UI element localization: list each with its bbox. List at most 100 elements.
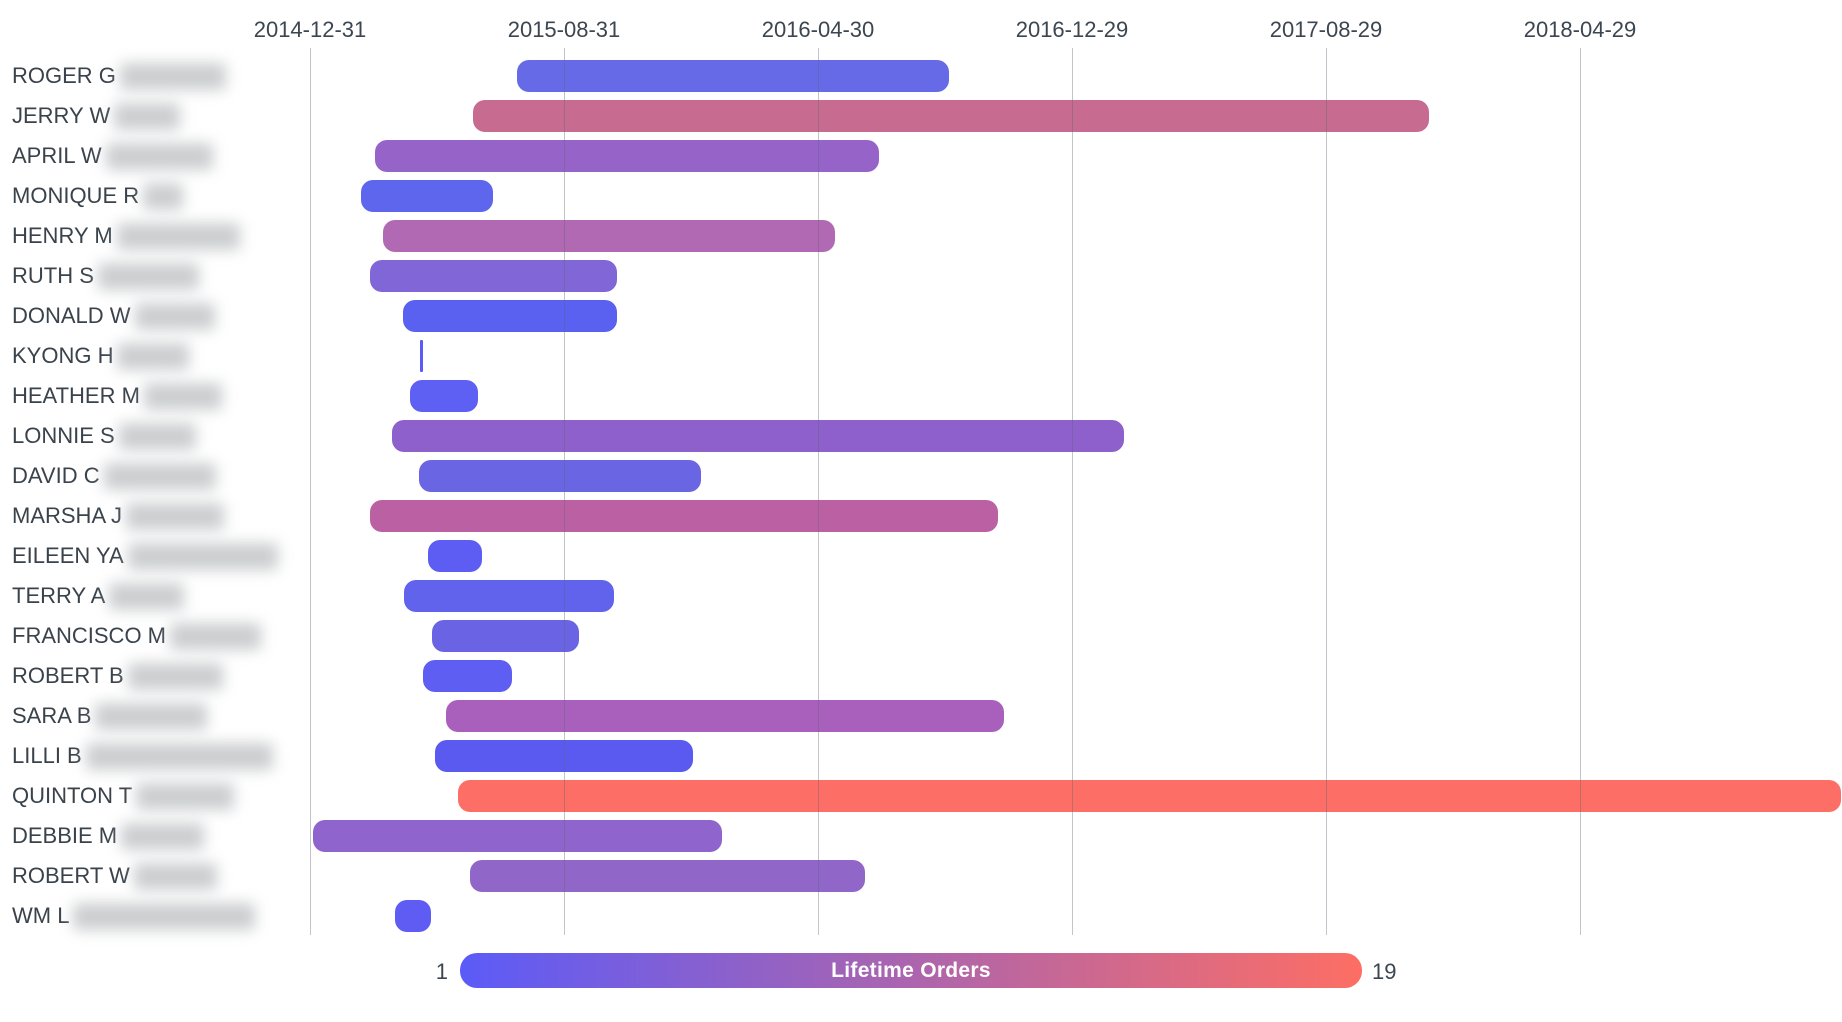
redacted-name-blur — [126, 502, 225, 530]
timeline-bar-april-w[interactable] — [374, 140, 879, 172]
customer-name-visible: FRANCISCO M — [12, 623, 166, 648]
customer-name-visible: DAVID C — [12, 463, 100, 488]
timeline-bar-wm-l[interactable] — [394, 900, 432, 932]
redacted-name-blur — [97, 262, 199, 290]
timeline-bar-robert-w[interactable] — [469, 860, 866, 892]
row-label-roger-g: ROGER G — [12, 61, 226, 91]
row-label-debbie-m: DEBBIE M — [12, 821, 205, 851]
customer-name-visible: ROGER G — [12, 63, 116, 88]
redacted-name-blur — [143, 182, 184, 210]
row-label-francisco-m: FRANCISCO M — [12, 621, 261, 651]
customer-name-visible: HEATHER M — [12, 383, 140, 408]
timeline-bar-eileen-ya[interactable] — [428, 540, 483, 572]
redacted-name-blur — [170, 622, 261, 650]
gridline — [817, 48, 819, 935]
row-label-terry-a: TERRY A — [12, 581, 185, 611]
redacted-name-blur — [121, 822, 205, 850]
x-axis-tick-label: 2018-04-29 — [1523, 17, 1637, 42]
row-label-robert-b: ROBERT B — [12, 661, 223, 691]
customer-name-visible: ROBERT B — [12, 663, 124, 688]
customer-name-visible: DONALD W — [12, 303, 131, 328]
gridline — [1325, 48, 1327, 935]
gridline — [1071, 48, 1073, 935]
redacted-name-blur — [134, 302, 215, 330]
timeline-bar-ruth-s[interactable] — [369, 260, 618, 292]
customer-name-visible: RUTH S — [12, 263, 94, 288]
x-axis-tick-label: 2016-04-30 — [761, 17, 875, 42]
x-axis-tick-label: 2015-08-31 — [507, 17, 621, 42]
gridline — [309, 48, 311, 935]
timeline-bar-roger-g[interactable] — [516, 60, 949, 92]
row-label-kyong-h: KYONG H — [12, 341, 190, 371]
timeline-bar-terry-a[interactable] — [404, 580, 615, 612]
timeline-bar-kyong-h[interactable] — [419, 340, 423, 372]
row-label-jerry-w: JERRY W — [12, 101, 181, 131]
customer-name-visible: TERRY A — [12, 583, 106, 608]
customer-name-visible: JERRY W — [12, 103, 111, 128]
timeline-bar-lonnie-s[interactable] — [391, 420, 1125, 452]
timeline-bar-monique-r[interactable] — [361, 180, 493, 212]
row-label-david-c: DAVID C — [12, 461, 216, 491]
gridline — [1579, 48, 1581, 935]
legend-max-label: 19 — [1372, 959, 1397, 984]
redacted-name-blur — [114, 102, 181, 130]
customer-name-visible: EILEEN YA — [12, 543, 124, 568]
customer-name-visible: MONIQUE R — [12, 183, 140, 208]
timeline-bar-debbie-m[interactable] — [313, 820, 722, 852]
timeline-bar-sara-b[interactable] — [445, 700, 1005, 732]
row-label-robert-w: ROBERT W — [12, 861, 217, 891]
timeline-bar-donald-w[interactable] — [403, 300, 618, 332]
legend-min-label: 1 — [435, 959, 448, 984]
row-label-donald-w: DONALD W — [12, 301, 215, 331]
x-axis-tick-label: 2016-12-29 — [1015, 17, 1129, 42]
customer-name-visible: WM L — [12, 903, 70, 928]
redacted-name-blur — [127, 662, 223, 690]
timeline-bar-marsha-j[interactable] — [369, 500, 998, 532]
x-axis-tick-label: 2017-08-29 — [1269, 17, 1383, 42]
timeline-bar-jerry-w[interactable] — [473, 100, 1430, 132]
redacted-name-blur — [136, 782, 235, 810]
row-label-quinton-t: QUINTON T — [12, 781, 235, 811]
customer-name-visible: SARA B — [12, 703, 92, 728]
redacted-name-blur — [127, 542, 278, 570]
redacted-name-blur — [85, 742, 273, 770]
redacted-name-blur — [118, 422, 196, 450]
row-label-lilli-b: LILLI B — [12, 741, 273, 771]
timeline-bar-francisco-m[interactable] — [432, 620, 579, 652]
redacted-name-blur — [143, 382, 222, 410]
customer-name-visible: APRIL W — [12, 143, 102, 168]
redacted-name-blur — [117, 342, 190, 370]
timeline-bar-david-c[interactable] — [418, 460, 701, 492]
row-label-monique-r: MONIQUE R — [12, 181, 184, 211]
customer-name-visible: QUINTON T — [12, 783, 133, 808]
legend-title: Lifetime Orders — [831, 958, 991, 982]
row-label-ruth-s: RUTH S — [12, 261, 199, 291]
row-label-heather-m: HEATHER M — [12, 381, 222, 411]
customer-name-visible: LILLI B — [12, 743, 82, 768]
customer-name-visible: MARSHA J — [12, 503, 123, 528]
gridline — [563, 48, 565, 935]
timeline-bar-robert-b[interactable] — [422, 660, 512, 692]
legend-gradient-bar: Lifetime Orders — [460, 953, 1362, 988]
row-label-wm-l: WM L — [12, 901, 256, 931]
customer-name-visible: LONNIE S — [12, 423, 115, 448]
row-label-lonnie-s: LONNIE S — [12, 421, 196, 451]
redacted-name-blur — [109, 582, 185, 610]
redacted-name-blur — [103, 462, 216, 490]
timeline-bar-henry-m[interactable] — [383, 220, 835, 252]
customer-name-visible: KYONG H — [12, 343, 114, 368]
customer-name-visible: ROBERT W — [12, 863, 130, 888]
redacted-name-blur — [95, 702, 208, 730]
row-label-eileen-ya: EILEEN YA — [12, 541, 278, 571]
redacted-name-blur — [133, 862, 217, 890]
redacted-name-blur — [119, 62, 226, 90]
redacted-name-blur — [116, 222, 240, 250]
timeline-bar-quinton-t[interactable] — [458, 780, 1842, 812]
redacted-name-blur — [105, 142, 213, 170]
row-label-henry-m: HENRY M — [12, 221, 240, 251]
timeline-bar-lilli-b[interactable] — [435, 740, 693, 772]
timeline-bar-heather-m[interactable] — [410, 380, 479, 412]
row-label-sara-b: SARA B — [12, 701, 208, 731]
x-axis-tick-label: 2014-12-31 — [253, 17, 367, 42]
